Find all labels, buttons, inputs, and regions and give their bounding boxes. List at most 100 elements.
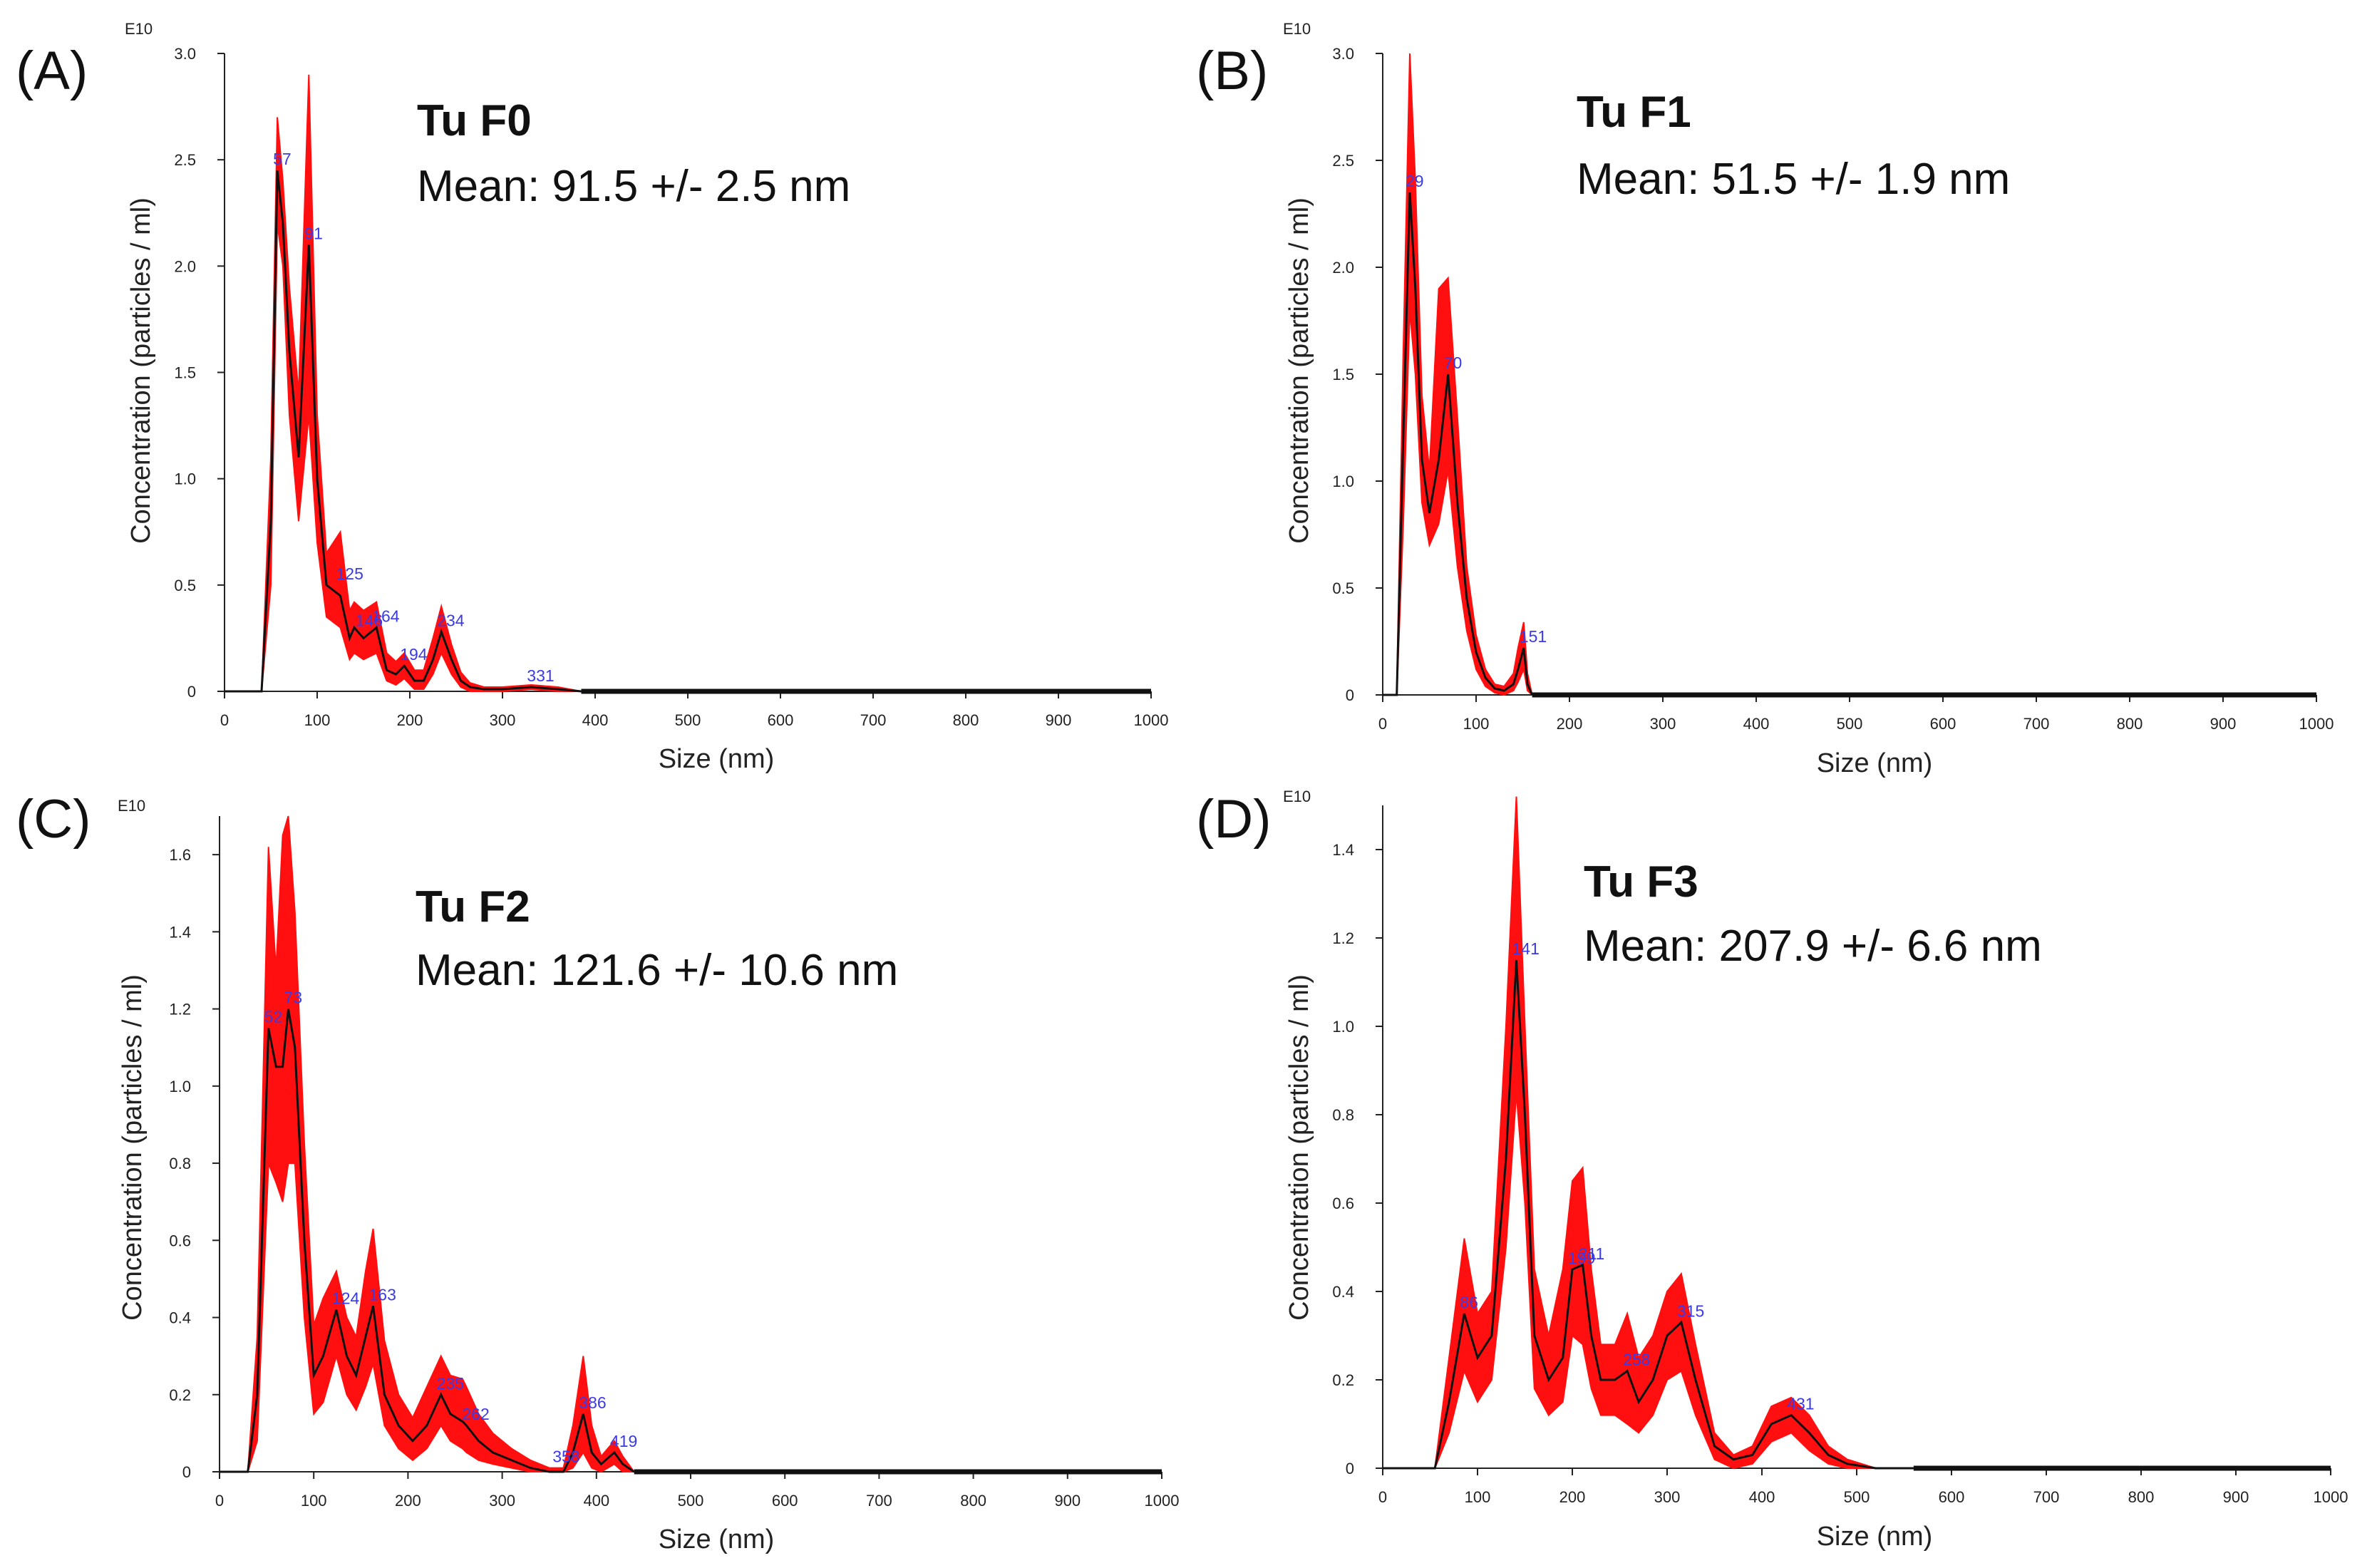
x-tick-label: 1000	[1134, 711, 1169, 729]
x-tick-label: 100	[1465, 1488, 1491, 1506]
panel-letter: (D)	[1196, 789, 1272, 850]
peak-label: 86	[1460, 1293, 1478, 1311]
x-tick-label: 100	[1463, 715, 1490, 733]
y-tick-label: 2.0	[1332, 259, 1354, 277]
x-tick-label: 400	[1743, 715, 1770, 733]
x-tick-label: 100	[304, 711, 331, 729]
peak-label: 91	[304, 225, 323, 243]
x-tick-label: 300	[1650, 715, 1676, 733]
panel-letter: (C)	[16, 789, 91, 850]
mean-label: Mean: 91.5 +/- 2.5 nm	[417, 162, 850, 211]
y-tick-label: 3.0	[1332, 45, 1354, 63]
sample-title: Tu F1	[1577, 88, 1691, 137]
x-tick-label: 0	[1378, 1488, 1387, 1506]
y-tick-label: 1.4	[169, 923, 191, 941]
y-tick-label: 0.8	[1332, 1106, 1354, 1124]
y-tick-label: 0.5	[1332, 579, 1354, 597]
x-tick-label: 300	[490, 711, 516, 729]
x-tick-label: 0	[220, 711, 229, 729]
y-tick-label: 0.8	[169, 1155, 191, 1172]
plot-area: 0 100 200 300 400 500 600 700 800 900 1000 0 0.5 1.0 1…	[174, 45, 1168, 729]
y-tick-label: 0	[1346, 1460, 1354, 1477]
sample-title: Tu F3	[1584, 857, 1698, 907]
x-tick-label: 700	[866, 1492, 892, 1510]
peak-label: 70	[1444, 354, 1463, 372]
plot-area: 0 100 200 300 400 500 600 700 800 900 1000 0 0.5 1.0 1…	[1332, 45, 2334, 733]
y-tick-label: 2.5	[1332, 152, 1354, 170]
mean-label: Mean: 121.6 +/- 10.6 nm	[416, 946, 898, 995]
x-tick-label: 800	[2128, 1488, 2155, 1506]
peak-label: 386	[579, 1393, 606, 1412]
plot-area: 0 100 200 300 400 500 600 700 800 900 1000 0 0.2 0.4 0…	[1332, 796, 2348, 1506]
x-tick-label: 300	[1654, 1488, 1681, 1506]
x-tick-label: 200	[397, 711, 423, 729]
x-tick-label: 0	[215, 1492, 224, 1510]
peak-label: 419	[610, 1432, 637, 1450]
x-tick-label: 300	[489, 1492, 515, 1510]
peak-label: 331	[527, 666, 554, 685]
x-tick-label: 800	[953, 711, 979, 729]
y-tick-label: 1.0	[1332, 1018, 1354, 1036]
y-tick-label: 3.0	[174, 45, 196, 63]
peak-label: 151	[1520, 627, 1547, 646]
peak-label: 315	[1677, 1301, 1704, 1320]
panel-a: (A) E10 Tu F0 Mean: 91.5 +/- 2.5 nm 0 100…	[16, 20, 1168, 774]
y-tick-label: 1.4	[1332, 841, 1354, 859]
x-tick-label: 200	[395, 1492, 421, 1510]
y-exponent: E10	[1283, 788, 1311, 805]
x-axis-label: Size (nm)	[1817, 748, 1933, 778]
y-tick-label: 1.2	[169, 1001, 191, 1018]
x-tick-label: 0	[1378, 715, 1387, 733]
peak-label: 164	[372, 607, 400, 626]
peak-label: 262	[462, 1405, 489, 1423]
y-tick-label: 1.5	[1332, 366, 1354, 383]
peak-label: 234	[437, 611, 465, 629]
y-tick-label: 2.0	[174, 257, 196, 275]
peak-label: 73	[284, 989, 303, 1007]
x-tick-label: 1000	[1145, 1492, 1180, 1510]
peak-label: 29	[1406, 172, 1424, 190]
peak-label: 199	[1568, 1249, 1595, 1267]
panel-b: (B) E10 Tu F1 Mean: 51.5 +/- 1.9 nm 0 100…	[1196, 20, 2334, 778]
x-tick-label: 600	[1939, 1488, 1965, 1506]
x-tick-label: 900	[1046, 711, 1072, 729]
x-tick-label: 500	[678, 1492, 704, 1510]
plot-area: 0 100 200 300 400 500 600 700 800 900 1000 0 0.2 0.4 0…	[169, 815, 1180, 1510]
peak-label: 52	[264, 1008, 283, 1026]
peak-label: 125	[336, 564, 363, 583]
x-tick-label: 500	[675, 711, 701, 729]
x-tick-label: 1000	[2299, 715, 2334, 733]
y-tick-label: 0	[182, 1463, 191, 1481]
y-tick-label: 1.5	[174, 364, 196, 382]
sample-title: Tu F0	[417, 96, 532, 145]
x-axis-label: Size (nm)	[659, 744, 775, 774]
x-tick-label: 700	[2033, 1488, 2060, 1506]
x-tick-label: 700	[860, 711, 887, 729]
peak-label: 124	[332, 1289, 360, 1308]
peak-label: 57	[273, 150, 292, 168]
mean-line	[225, 170, 582, 693]
peak-label: 431	[1787, 1395, 1814, 1413]
peak-label: 211	[1579, 1244, 1605, 1263]
mean-line	[1383, 959, 1914, 1470]
y-tick-label: 1.6	[169, 846, 191, 864]
y-tick-label: 1.0	[169, 1078, 191, 1095]
y-tick-label: 1.2	[1332, 929, 1354, 947]
mean-line	[1383, 192, 1533, 696]
y-tick-label: 0.2	[1332, 1371, 1354, 1389]
y-tick-label: 2.5	[174, 151, 196, 169]
y-tick-label: 0	[1346, 686, 1354, 704]
x-tick-label: 400	[1749, 1488, 1775, 1506]
y-tick-label: 0.6	[1332, 1195, 1354, 1212]
peak-label: 146	[356, 611, 383, 629]
x-tick-label: 700	[2023, 715, 2050, 733]
peak-label: 358	[552, 1448, 579, 1466]
x-tick-label: 900	[2210, 715, 2237, 733]
peak-label: 258	[1623, 1351, 1650, 1369]
panel-c: (C) E10 Tu F2 Mean: 121.6 +/- 10.6 nm 0 1…	[16, 789, 1179, 1554]
y-axis-label: Concentration (particles / ml)	[126, 197, 156, 544]
y-axis-label: Concentration (particles / ml)	[1284, 197, 1314, 544]
panel-d: (D) E10 Tu F3 Mean: 207.9 +/- 6.6 nm 0 10…	[1196, 788, 2348, 1552]
x-tick-label: 500	[1837, 715, 1863, 733]
